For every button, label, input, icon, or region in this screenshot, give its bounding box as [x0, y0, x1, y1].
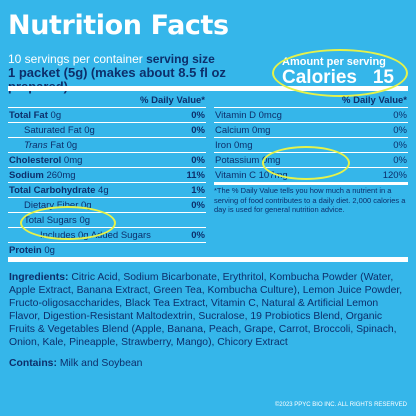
- calories-label: Calories: [282, 67, 357, 88]
- calories-row: Calories 15: [282, 67, 394, 89]
- ingredients-text: Citric Acid, Sodium Bicarbonate, Erythri…: [9, 272, 403, 348]
- serving-info: 10 servings per container serving size 1…: [8, 53, 270, 94]
- servings-per-container: 10 servings per container: [8, 52, 143, 66]
- daily-value-footnote: *The % Daily Value tells you how much a …: [214, 186, 406, 215]
- contains-label: Contains:: [9, 358, 57, 369]
- row-protein: Protein 0g: [9, 245, 55, 256]
- row-dietary-fiber: Dietary Fiber 0g 0%: [8, 198, 206, 213]
- ingredients-label: Ingredients:: [9, 272, 69, 283]
- row-cholesterol: Cholesterol 0mg 0%: [8, 153, 206, 168]
- left-dv-header: % Daily Value*: [8, 93, 206, 108]
- serving-size-value: 1 packet (5g): [8, 65, 88, 80]
- row-total-fat: Total Fat 0g 0%: [8, 108, 206, 123]
- table-bottom-rule: [8, 257, 408, 262]
- contains-statement: Contains: Milk and Soybean: [9, 358, 142, 369]
- row-calcium: Calcium 0mg 0%: [214, 123, 408, 138]
- copyright-notice: ©2023 PPYC BIO INC. ALL RIGHTS RESERVED: [274, 402, 407, 408]
- header-rule: [8, 86, 408, 91]
- row-saturated-fat: Saturated Fat 0g 0%: [8, 123, 206, 138]
- left-nutrient-table: % Daily Value* Total Fat 0g 0% Saturated…: [8, 93, 206, 258]
- row-total-carbohydrate: Total Carbohydrate 4g 1%: [8, 183, 206, 198]
- contains-text: Milk and Soybean: [59, 358, 143, 369]
- row-iron: Iron 0mg 0%: [214, 138, 408, 153]
- calories-value: 15: [372, 67, 394, 88]
- row-vitamin-d: Vitamin D 0mcg 0%: [214, 108, 408, 123]
- row-added-sugars: Includes 0g Added Sugars 0%: [8, 228, 206, 243]
- right-dv-header: % Daily Value*: [214, 93, 408, 108]
- serving-size-label: serving size: [146, 52, 215, 66]
- row-trans-fat: Trans Fat 0g: [8, 138, 206, 153]
- page-title: Nutrition Facts: [8, 10, 229, 41]
- row-total-sugars: Total Sugars 0g: [8, 213, 206, 228]
- ingredients-list: Ingredients: Citric Acid, Sodium Bicarbo…: [9, 271, 407, 349]
- row-vitamin-c: Vitamin C 107mg 120%: [214, 168, 408, 185]
- row-sodium: Sodium 260mg 11%: [8, 168, 206, 183]
- calories-amount-label: Amount per serving: [282, 56, 386, 68]
- row-potassium: Potassium 0mg 0%: [214, 153, 408, 168]
- right-nutrient-table: % Daily Value* Vitamin D 0mcg 0% Calcium…: [214, 93, 408, 215]
